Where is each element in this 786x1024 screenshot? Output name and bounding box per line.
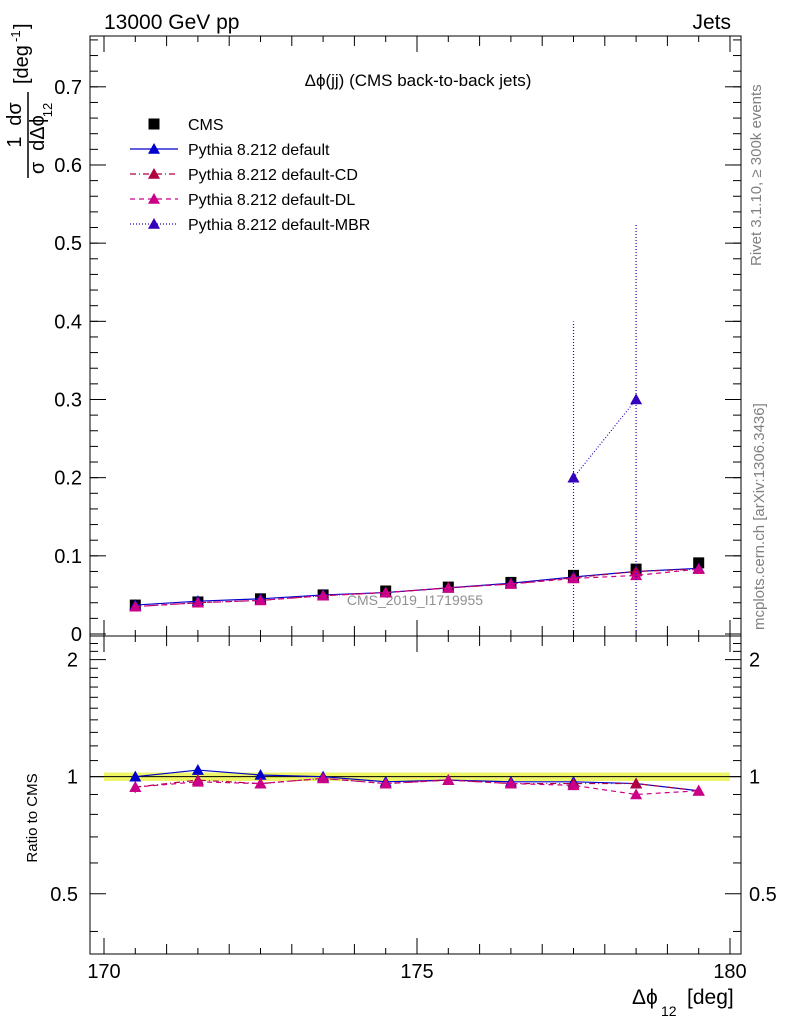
legend-marker-4	[148, 218, 160, 229]
series-marker-3	[442, 581, 455, 593]
ratio-ytick-label: 1	[67, 767, 78, 789]
ratio-ytick-label: 0.5	[50, 884, 78, 906]
series-marker-3	[379, 586, 392, 598]
main-axis-ticks: 0 0.1 0.2 0.3 0.4 0.5 0.6 0.7	[54, 39, 741, 646]
main-ytick-label: 0.1	[54, 546, 82, 568]
rivet-version-label: Rivet 3.1.10, ≥ 300k events	[748, 84, 765, 266]
ratio-marker-1	[254, 769, 267, 780]
ylabel-unit-exp: -1	[8, 30, 23, 42]
ratio-marker-1	[191, 764, 204, 775]
ratio-line-3	[135, 777, 699, 796]
main-ytick-label: 0	[71, 624, 82, 646]
ratio-marker-1	[129, 770, 142, 782]
ylabel-sigma: σ	[27, 161, 49, 174]
legend-label-2: Pythia 8.212 default-CD	[188, 167, 358, 184]
series-marker-4	[567, 471, 580, 483]
ylabel-ddphi: dΔϕ	[27, 115, 49, 151]
ratio-panel-frame	[89, 635, 742, 955]
main-y-axis-label: 1 dσ σ dΔϕ 12 [deg -1 ]	[4, 23, 55, 178]
ylabel-dsigma: dσ	[4, 102, 26, 126]
analysis-watermark: CMS_2019_I1719955	[347, 592, 483, 608]
ratio-marker-3	[442, 774, 455, 785]
ratio-marker-3	[379, 777, 392, 789]
legend-label-3: Pythia 8.212 default-DL	[188, 192, 355, 209]
ratio-marker-3	[567, 779, 580, 791]
series-marker-3	[692, 563, 705, 574]
ratio-ytick-label-right: 0.5	[749, 884, 777, 906]
ratio-marker-3	[630, 788, 643, 800]
main-ytick-label: 0.5	[54, 233, 82, 255]
legend: CMS Pythia 8.212 default Pythia 8.212 defa…	[130, 117, 370, 234]
ratio-marker-2	[630, 777, 643, 789]
ratio-ytick-label-right: 1	[749, 767, 760, 789]
main-series-group	[129, 223, 705, 634]
series-marker-3	[254, 594, 267, 606]
energy-label: 13000 GeV pp	[104, 11, 239, 34]
series-marker-3	[191, 596, 204, 608]
ratio-ytick-label-right: 2	[749, 650, 760, 672]
legend-marker-3	[148, 193, 160, 204]
xlabel-unit: [deg]	[687, 986, 734, 1009]
ratio-marker-3	[692, 784, 705, 796]
series-marker-4	[630, 393, 643, 405]
ratio-y-axis-label: Ratio to CMS	[24, 773, 41, 862]
x-axis-label: Δϕ 12 [deg]	[632, 986, 734, 1019]
main-ytick-label: 0.3	[54, 389, 82, 411]
series-marker-3	[630, 569, 643, 581]
ylabel-one: 1	[4, 136, 26, 147]
ratio-series-group	[129, 764, 705, 800]
legend-label-1: Pythia 8.212 default	[188, 142, 330, 159]
ylabel-sub-12: 12	[40, 103, 55, 117]
x-axis-ticks: 170 175 180	[87, 36, 747, 983]
legend-label-0: CMS	[188, 117, 224, 134]
ratio-marker-3	[504, 777, 517, 789]
main-ytick-label: 0.4	[54, 311, 82, 333]
ratio-marker-3	[129, 781, 142, 792]
ratio-marker-3	[191, 775, 204, 787]
xlabel-sub: 12	[661, 1003, 677, 1019]
series-marker-3	[504, 577, 517, 589]
main-ytick-label: 0.6	[54, 155, 82, 177]
ratio-ytick-label: 2	[67, 650, 78, 672]
series-line-3	[135, 568, 699, 608]
series-marker-3	[317, 589, 330, 601]
main-ytick-label: 0.7	[54, 77, 82, 99]
ratio-axis-ticks: 0.5 0.5 1 1 2 2	[50, 643, 777, 932]
legend-label-4: Pythia 8.212 default-MBR	[188, 217, 370, 234]
legend-marker-2	[148, 168, 160, 179]
x-tick-label: 180	[713, 961, 746, 983]
main-ytick-label: 0.2	[54, 468, 82, 490]
process-label: Jets	[692, 11, 731, 34]
series-marker-3	[567, 572, 580, 584]
x-tick-label: 175	[400, 961, 433, 983]
ratio-marker-3	[254, 777, 267, 789]
mcplots-label: mcplots.cern.ch [arXiv:1306.3436]	[751, 403, 768, 630]
xlabel-symbol: Δϕ	[632, 986, 658, 1009]
ratio-line-1	[135, 769, 699, 792]
legend-marker-cms	[148, 118, 160, 130]
ratio-marker-3	[317, 772, 330, 784]
ylabel-unit-close: ]	[11, 23, 33, 29]
legend-marker-1	[148, 143, 160, 154]
ylabel-unit: [deg	[11, 45, 33, 84]
x-tick-label: 170	[87, 961, 120, 983]
series-marker-3	[129, 600, 142, 612]
plot-title: Δϕ(jj) (CMS back-to-back jets)	[305, 71, 532, 90]
